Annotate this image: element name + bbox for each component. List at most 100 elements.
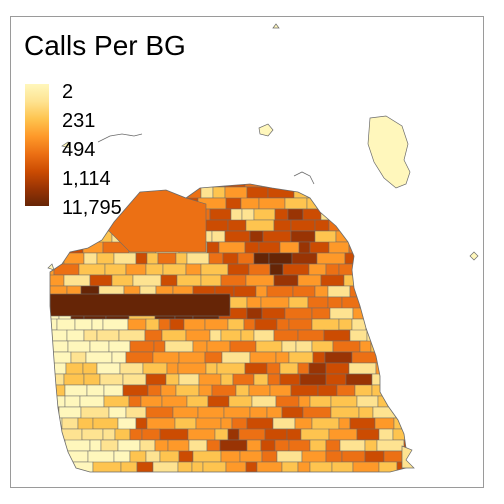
block-group — [302, 208, 322, 221]
block-group — [366, 473, 391, 484]
block-group — [409, 451, 428, 462]
block-group — [96, 329, 120, 342]
block-group — [50, 230, 62, 243]
choropleth-map — [47, 23, 479, 488]
block-group — [78, 263, 106, 276]
block-group — [220, 274, 247, 287]
alcatraz-island — [258, 123, 274, 137]
block-group — [147, 384, 162, 397]
block-group — [177, 461, 193, 472]
block-group — [178, 373, 200, 386]
block-group — [202, 461, 227, 472]
block-group — [302, 406, 332, 419]
block-group — [187, 428, 216, 441]
block-group — [390, 307, 406, 320]
block-group — [365, 318, 387, 331]
block-group — [264, 428, 288, 441]
block-group — [253, 208, 276, 221]
block-group — [307, 296, 329, 309]
block-group — [272, 417, 296, 430]
block-group — [289, 484, 309, 488]
block-group — [347, 473, 366, 484]
block-group — [164, 473, 186, 484]
block-group — [253, 252, 270, 265]
block-group — [111, 351, 127, 364]
block-group — [175, 384, 200, 397]
block-group — [82, 241, 104, 254]
block-group — [411, 462, 438, 473]
block-group — [325, 362, 350, 375]
block-group — [306, 197, 332, 210]
block-group — [309, 241, 330, 254]
block-group — [239, 450, 263, 463]
block-group — [209, 208, 232, 221]
block-group — [374, 285, 404, 309]
block-group — [200, 274, 222, 287]
block-group — [50, 208, 60, 232]
block-group — [309, 439, 327, 452]
block-group — [50, 318, 58, 331]
block-group — [335, 473, 347, 484]
block-group — [122, 373, 147, 386]
block-group — [402, 285, 406, 298]
block-group — [357, 230, 374, 243]
block-group — [356, 428, 380, 441]
block-group — [140, 395, 163, 408]
block-group — [104, 263, 127, 276]
block-group — [200, 186, 214, 199]
block-group — [125, 406, 147, 419]
block-group — [220, 329, 242, 342]
block-group — [197, 484, 219, 488]
block-group — [338, 417, 351, 430]
block-group — [81, 428, 104, 441]
block-group — [146, 252, 159, 265]
block-group — [174, 417, 197, 430]
legend-title: Calls Per BG — [24, 30, 186, 61]
block-group — [294, 417, 313, 430]
block-group — [246, 296, 262, 309]
block-group — [393, 417, 406, 430]
block-group — [148, 184, 173, 188]
block-group — [279, 362, 299, 375]
block-group — [309, 461, 333, 472]
block-group — [416, 396, 441, 418]
block-group — [200, 263, 229, 276]
block-group — [288, 296, 309, 309]
block-group — [231, 417, 248, 430]
block-group — [225, 461, 247, 472]
block-group — [385, 340, 406, 353]
block-group — [135, 252, 148, 265]
block-group — [227, 428, 240, 441]
block-group — [232, 373, 255, 386]
block-group — [354, 384, 373, 397]
block-group — [249, 230, 264, 243]
block-group — [261, 307, 286, 320]
block-group — [50, 406, 60, 419]
block-group — [376, 439, 405, 452]
block-group — [60, 230, 87, 243]
block-group — [50, 351, 52, 364]
block-group — [356, 395, 379, 408]
block-group — [327, 285, 351, 298]
block-group — [63, 252, 85, 265]
block-group — [245, 219, 275, 232]
block-group — [281, 461, 299, 472]
block-group — [282, 263, 310, 276]
block-group — [282, 473, 309, 484]
block-group — [366, 274, 390, 287]
block-group — [120, 461, 138, 472]
block-group — [297, 329, 325, 342]
park-block-group — [50, 293, 231, 317]
block-group — [205, 362, 218, 375]
block-group — [152, 461, 179, 472]
block-group — [73, 219, 102, 232]
block-group — [279, 373, 301, 386]
block-group — [266, 406, 283, 419]
block-group — [145, 263, 164, 276]
block-group — [341, 450, 366, 463]
block-group — [186, 252, 210, 265]
block-group — [129, 340, 155, 353]
block-group — [82, 362, 98, 375]
block-group — [414, 286, 429, 297]
block-group — [50, 252, 65, 265]
